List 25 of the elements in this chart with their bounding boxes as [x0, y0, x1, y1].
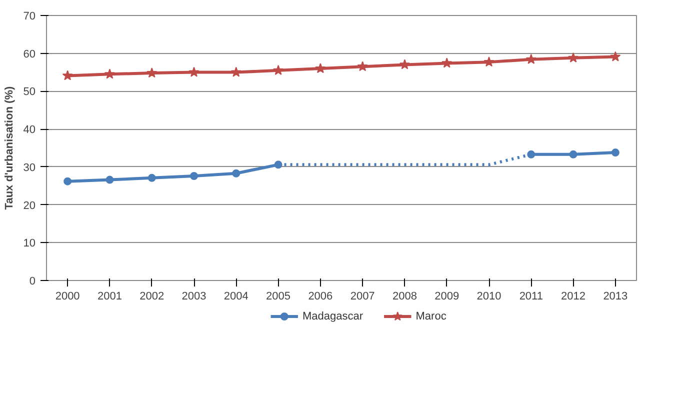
- x-tick-label: 2003: [182, 290, 206, 302]
- y-axis-title: Taux d'urbanisation (%): [3, 86, 16, 210]
- x-tick-label: 2005: [266, 290, 291, 302]
- x-tick-label: 2001: [97, 290, 122, 302]
- x-tick-label: 2010: [476, 290, 502, 302]
- x-tick-label: 2002: [140, 290, 164, 302]
- x-tick-label: 2009: [434, 290, 460, 302]
- y-tick-label: 60: [23, 48, 36, 60]
- x-tick-label: 2008: [392, 290, 417, 302]
- y-tick-label: 30: [23, 162, 36, 174]
- x-tick-label: 2013: [603, 290, 628, 302]
- y-tick-label: 40: [23, 124, 36, 136]
- y-tick-label: 10: [23, 238, 36, 250]
- legend-label: Maroc: [416, 310, 447, 322]
- y-tick-label: 70: [23, 10, 36, 22]
- y-tick-label: 20: [23, 200, 36, 212]
- x-tick-label: 2011: [519, 290, 543, 302]
- x-tick-label: 2007: [350, 290, 375, 302]
- x-tick-label: 2004: [224, 290, 248, 302]
- x-tick-label: 2006: [308, 290, 333, 302]
- y-tick-label: 0: [29, 276, 36, 288]
- x-tick-label: 2012: [561, 290, 586, 302]
- legend-label: Madagascar: [302, 310, 364, 322]
- x-tick-label: 2000: [55, 290, 80, 302]
- y-tick-label: 50: [23, 86, 36, 98]
